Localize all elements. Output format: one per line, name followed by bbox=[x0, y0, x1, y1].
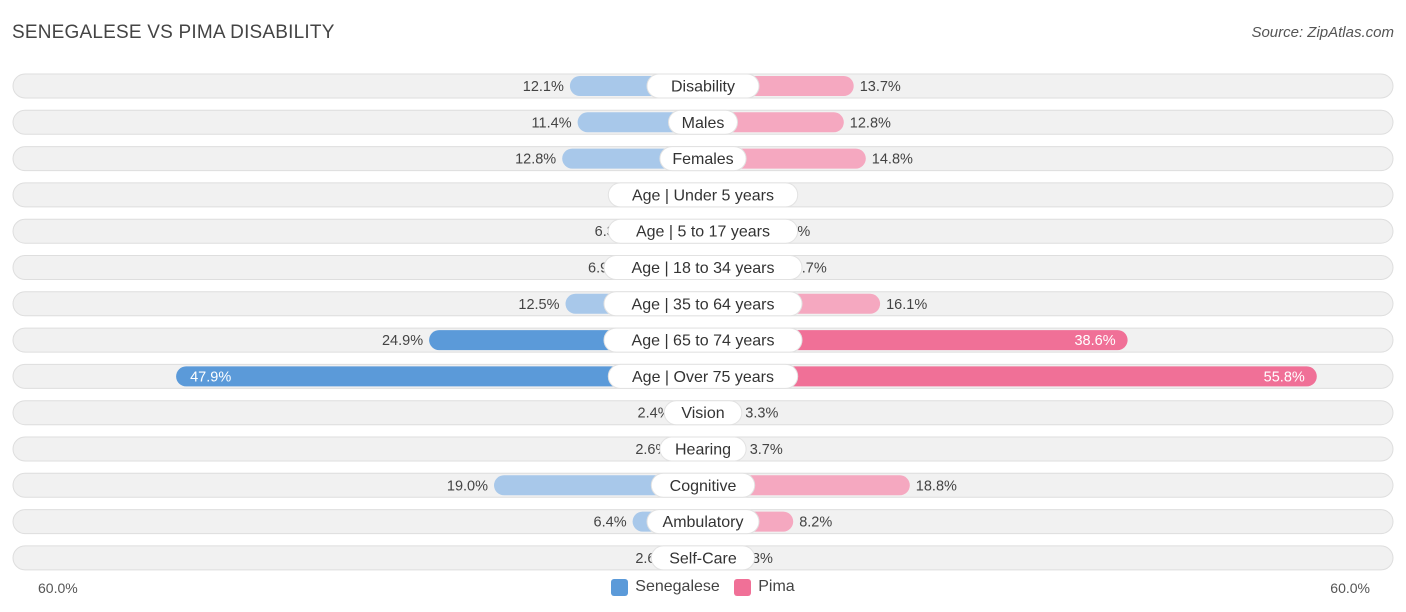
category-pill bbox=[603, 291, 803, 317]
value-label-pima: 13.7% bbox=[860, 79, 901, 95]
category-pill bbox=[607, 218, 799, 244]
category-pill bbox=[659, 146, 747, 172]
value-label-pima: 12.8% bbox=[850, 115, 891, 131]
bar-senegalese bbox=[176, 366, 704, 387]
value-label-senegalese: 12.1% bbox=[523, 79, 564, 95]
row-females: 12.8% 14.8% Females bbox=[12, 146, 1394, 172]
value-label-senegalese: 24.9% bbox=[382, 333, 423, 349]
row-age-35-to-64-years: 12.5% 16.1% Age | 35 to 64 years bbox=[12, 291, 1394, 317]
category-label: Hearing bbox=[675, 442, 731, 459]
legend-label-senegalese: Senegalese bbox=[635, 578, 720, 595]
row-age-over-75-years: 47.9% 55.8% Age | Over 75 years bbox=[12, 363, 1394, 389]
bar-pima bbox=[703, 475, 910, 496]
category-pill bbox=[650, 472, 756, 498]
axis-left-label: 60.0% bbox=[38, 580, 78, 596]
category-label: Age | 5 to 17 years bbox=[636, 224, 770, 241]
value-label-senegalese: 2.4% bbox=[638, 406, 671, 422]
value-label-pima: 8.2% bbox=[799, 515, 832, 531]
row-cognitive: 19.0% 18.8% Cognitive bbox=[12, 472, 1394, 498]
row-age-5-to-17-years: 6.3%6.2%Age | 5 to 17 years bbox=[12, 218, 1394, 244]
category-pill bbox=[607, 182, 799, 208]
category-pill bbox=[663, 400, 743, 426]
value-label-pima: 18.8% bbox=[916, 478, 957, 494]
category-pill bbox=[659, 436, 747, 462]
category-pill bbox=[646, 73, 760, 99]
category-label: Age | 35 to 64 years bbox=[632, 296, 775, 313]
category-pill bbox=[646, 509, 760, 535]
value-label-senegalese: 47.9% bbox=[190, 369, 231, 385]
bar-pima bbox=[703, 366, 1317, 387]
category-label: Cognitive bbox=[670, 478, 737, 495]
row-age-18-to-34-years: 6.9%7.7%Age | 18 to 34 years bbox=[12, 255, 1394, 280]
value-label-senegalese: 11.4% bbox=[532, 115, 572, 131]
category-label: Females bbox=[672, 151, 733, 168]
row-age-under-5-years: 1.2%1.1%Age | Under 5 years bbox=[12, 182, 1394, 208]
category-label: Vision bbox=[681, 405, 724, 422]
row-ambulatory: 6.4% 8.2% Ambulatory bbox=[12, 509, 1394, 535]
legend-item-pima[interactable]: Pima bbox=[734, 578, 795, 596]
category-label: Age | Over 75 years bbox=[632, 369, 774, 386]
category-pill bbox=[668, 109, 738, 135]
category-label: Age | 18 to 34 years bbox=[632, 260, 775, 277]
row-age-65-to-74-years: 24.9% 38.6% Age | 65 to 74 years bbox=[12, 327, 1394, 353]
source-credit: Source: ZipAtlas.com bbox=[1251, 24, 1394, 41]
legend: Senegalese Pima bbox=[0, 578, 1406, 601]
axis-right-label: 60.0% bbox=[1330, 580, 1370, 596]
row-males: 11.4% 12.8% Males bbox=[12, 109, 1394, 135]
row-disability: 12.1% 13.7% Disability bbox=[12, 73, 1394, 99]
category-pill bbox=[603, 327, 803, 353]
category-label: Self-Care bbox=[669, 550, 737, 567]
category-pill bbox=[603, 255, 803, 280]
category-label: Males bbox=[682, 115, 725, 132]
row-vision: 2.4% 3.3% Vision bbox=[12, 400, 1394, 426]
category-label: Ambulatory bbox=[663, 514, 744, 531]
row-self-care: 2.6%2.8%Self-Care bbox=[12, 545, 1394, 571]
row-hearing: 2.6% 3.7%Hearing bbox=[12, 436, 1394, 462]
value-label-senegalese: 19.0% bbox=[447, 478, 488, 494]
value-label-pima: 38.6% bbox=[1074, 333, 1115, 349]
value-label-pima: 14.8% bbox=[872, 152, 913, 168]
bar-senegalese bbox=[494, 475, 703, 496]
value-label-pima: 16.1% bbox=[886, 297, 927, 313]
legend-swatch-pima bbox=[734, 578, 752, 596]
value-label-senegalese: 6.4% bbox=[594, 515, 627, 531]
value-label-senegalese: 12.5% bbox=[518, 297, 559, 313]
chart-title: SENEGALESE VS PIMA DISABILITY bbox=[12, 22, 335, 43]
bar-pima bbox=[703, 112, 844, 133]
bar-pima bbox=[703, 330, 1128, 351]
value-label-pima: 3.7% bbox=[750, 442, 783, 458]
legend-label-pima: Pima bbox=[758, 578, 795, 595]
legend-item-senegalese[interactable]: Senegalese bbox=[611, 578, 720, 596]
category-pill bbox=[650, 545, 756, 571]
category-label: Age | 65 to 74 years bbox=[632, 333, 775, 350]
value-label-senegalese: 12.8% bbox=[515, 152, 556, 168]
value-label-pima: 55.8% bbox=[1264, 369, 1305, 385]
legend-swatch-senegalese bbox=[611, 578, 629, 596]
category-label: Disability bbox=[671, 79, 735, 96]
value-label-pima: 3.3% bbox=[745, 406, 778, 422]
category-pill bbox=[607, 363, 799, 389]
category-label: Age | Under 5 years bbox=[632, 187, 774, 204]
